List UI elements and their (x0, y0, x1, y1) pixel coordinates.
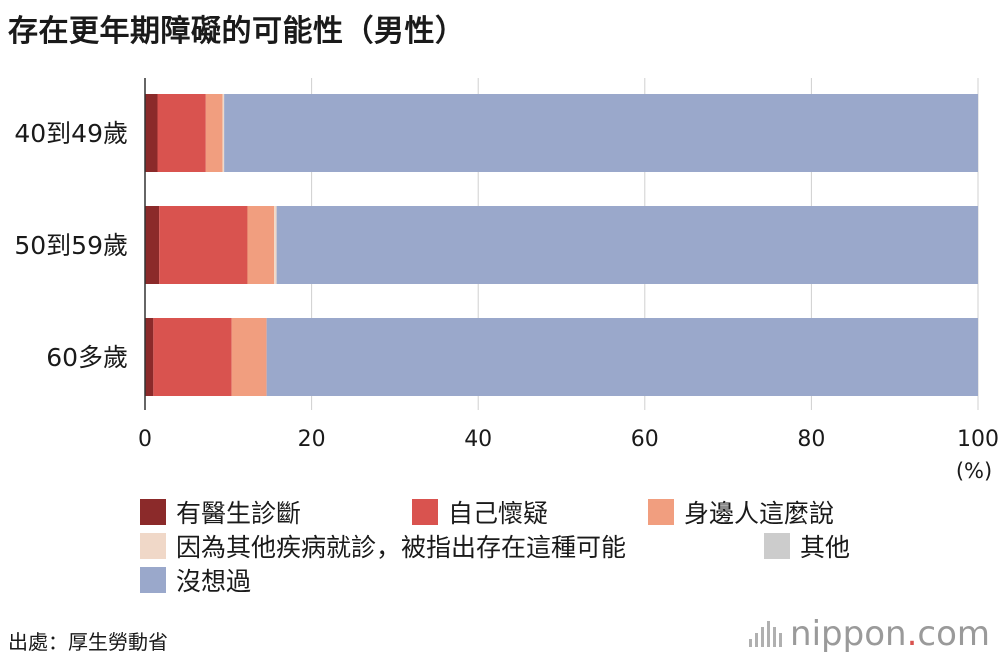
legend-swatch (140, 567, 166, 593)
nippon-logo: nippon. com (749, 614, 990, 654)
legend-label: 因為其他疾病就診，被指出存在這種可能 (176, 533, 627, 562)
x-tick-label: 60 (631, 427, 659, 452)
legend-row-1: 有醫生診斷 自己懷疑 身邊人這麼說 (140, 494, 990, 528)
x-tick-label: 20 (298, 427, 326, 452)
legend-swatch (140, 499, 166, 525)
x-tick-label: 40 (464, 427, 492, 452)
logo-dot: . (906, 614, 918, 654)
legend-label: 有醫生診斷 (176, 499, 302, 528)
bar-segment (224, 94, 978, 172)
logo-text: nippon (790, 614, 907, 654)
legend: 有醫生診斷 自己懷疑 身邊人這麼說 因為其他疾病就診，被指出存在這種可能 其他 … (140, 494, 990, 596)
bar-segment (157, 94, 206, 172)
legend-row-3: 沒想過 (140, 562, 990, 596)
legend-item-never-thought: 沒想過 (140, 562, 251, 598)
bar-segment (247, 206, 275, 284)
bar-segment (222, 94, 225, 172)
x-tick-label: 80 (797, 427, 825, 452)
x-tick-label: 0 (138, 427, 152, 452)
legend-swatch (764, 533, 790, 559)
legend-label: 身邊人這麼說 (684, 499, 835, 528)
bar-segment (205, 94, 223, 172)
legend-item-others-said: 身邊人這麼說 (648, 494, 834, 530)
legend-item-doctor-diagnosed: 有醫生診斷 (140, 494, 301, 530)
x-unit-label: (%) (956, 459, 992, 483)
legend-label: 自己懷疑 (448, 499, 549, 528)
source-note: 出處：厚生勞動省 (8, 630, 168, 654)
chart-title: 存在更年期障礙的可能性（男性） (8, 14, 466, 49)
legend-label: 沒想過 (176, 567, 252, 596)
legend-swatch (412, 499, 438, 525)
bar-segment (231, 318, 267, 396)
x-tick-label: 100 (957, 427, 999, 452)
category-label: 50到59歲 (14, 231, 128, 260)
legend-swatch (648, 499, 674, 525)
bar-segment (145, 206, 160, 284)
bar-segment (266, 318, 978, 396)
logo-lines-icon (749, 621, 783, 647)
bar-segment (145, 318, 154, 396)
stacked-bar-chart: 40到49歲 50到59歲 60多歲 0 20 40 60 80 100 (%) (14, 78, 999, 483)
legend-item-pointed-out: 因為其他疾病就診，被指出存在這種可能 (140, 528, 626, 564)
bar-segment (276, 206, 978, 284)
legend-row-2: 因為其他疾病就診，被指出存在這種可能 其他 (140, 528, 990, 562)
bar-segment (274, 206, 277, 284)
legend-item-other: 其他 (764, 528, 850, 564)
legend-label: 其他 (800, 533, 851, 562)
category-label: 60多歲 (46, 343, 128, 372)
logo-suffix: com (917, 614, 990, 654)
legend-swatch (140, 533, 166, 559)
bar-segment (159, 206, 248, 284)
category-label: 40到49歲 (14, 119, 128, 148)
legend-item-self-suspected: 自己懷疑 (412, 494, 548, 530)
bar-segment (145, 94, 158, 172)
bar-segment (153, 318, 232, 396)
